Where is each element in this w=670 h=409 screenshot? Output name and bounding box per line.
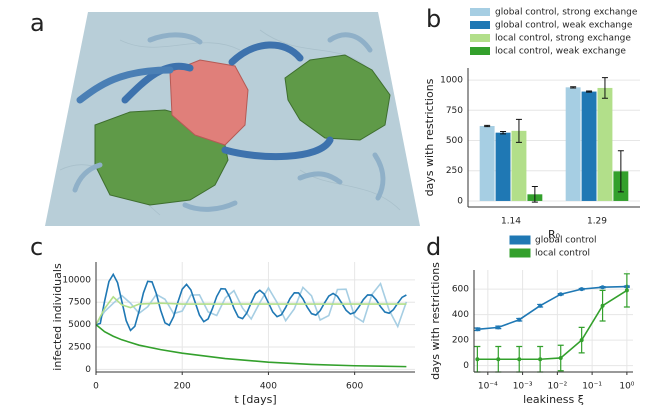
bar xyxy=(479,126,495,201)
bar xyxy=(597,87,613,201)
error-bar xyxy=(617,150,624,193)
point xyxy=(600,303,605,308)
legend-label: local control, weak exchange xyxy=(495,47,626,57)
x-tick-label: 0 xyxy=(93,382,99,392)
point xyxy=(475,357,480,362)
point xyxy=(517,317,522,322)
x-tick-label: 10⁻² xyxy=(547,382,567,392)
point xyxy=(624,288,629,293)
legend-label: global control xyxy=(535,236,597,246)
legend-swatch xyxy=(470,34,490,42)
point xyxy=(558,292,563,297)
y-tick-label: 0 xyxy=(457,196,463,206)
legend-swatch xyxy=(470,8,490,16)
bar xyxy=(581,91,597,201)
y-tick-label: 750 xyxy=(446,106,463,116)
x-tick-label: 1.14 xyxy=(501,217,521,227)
y-axis-label: days with restrictions xyxy=(429,262,442,380)
legend-swatch xyxy=(470,21,490,29)
line xyxy=(95,281,408,329)
point xyxy=(538,357,543,362)
line xyxy=(477,285,627,331)
y-tick-label: 500 xyxy=(446,136,463,146)
x-tick-label: 10⁰ xyxy=(619,382,634,392)
region-right xyxy=(284,54,391,141)
point xyxy=(579,338,584,343)
x-axis-label: R₀ xyxy=(548,228,561,241)
y-axis-label: days with restrictions xyxy=(423,78,436,196)
point xyxy=(496,357,501,362)
panel-label: b xyxy=(426,5,441,33)
y-tick-label: 10000 xyxy=(62,275,91,285)
error-bar xyxy=(500,130,507,135)
y-tick-label: 7500 xyxy=(68,298,91,308)
y-tick-label: 2500 xyxy=(68,342,91,352)
legend-label: global control, weak exchange xyxy=(495,21,633,31)
x-tick-label: 600 xyxy=(346,382,363,392)
y-tick-label: 5000 xyxy=(68,320,91,330)
panel-label: a xyxy=(30,9,45,37)
line xyxy=(95,272,407,332)
x-tick-label: 10⁻³ xyxy=(513,382,533,392)
point xyxy=(600,285,605,290)
y-axis-label: infected individuals xyxy=(51,263,64,371)
bar xyxy=(495,132,511,201)
faded-arrows xyxy=(72,32,386,212)
error-bar xyxy=(586,90,593,93)
x-tick-label: 10⁻⁴ xyxy=(478,382,498,392)
line xyxy=(95,295,407,325)
legend-swatch xyxy=(509,235,531,245)
y-tick-label: 200 xyxy=(452,336,469,346)
map-illustration: a xyxy=(30,9,420,226)
legend-label: local control xyxy=(535,249,590,259)
x-tick-label: 1.29 xyxy=(587,217,607,227)
line xyxy=(477,289,628,361)
y-tick-label: 0 xyxy=(85,365,91,375)
error-bar xyxy=(531,185,538,203)
arrows xyxy=(76,41,334,160)
point xyxy=(517,357,522,362)
legend-label: global control, strong exchange xyxy=(495,8,638,18)
y-tick-label: 250 xyxy=(446,166,463,176)
error-bar xyxy=(484,124,491,128)
legend-swatch xyxy=(509,248,531,258)
region-center xyxy=(169,59,249,146)
y-tick-label: 0 xyxy=(463,361,469,371)
y-tick-label: 600 xyxy=(452,285,469,295)
panel-label: c xyxy=(30,233,43,261)
error-bar xyxy=(570,86,577,89)
point xyxy=(538,303,543,308)
legend-swatch xyxy=(470,47,490,55)
error-bar xyxy=(601,77,608,99)
point xyxy=(579,287,584,292)
line xyxy=(95,323,407,368)
panel-label: d xyxy=(426,233,441,261)
y-tick-label: 400 xyxy=(452,310,469,320)
y-tick-label: 1000 xyxy=(440,76,463,86)
x-axis-label: t [days] xyxy=(234,393,276,406)
x-tick-label: 400 xyxy=(260,382,277,392)
x-tick-label: 200 xyxy=(174,382,191,392)
bar xyxy=(565,87,581,201)
point xyxy=(558,355,563,360)
error-bar xyxy=(515,118,522,143)
point xyxy=(496,325,501,330)
bar xyxy=(511,130,527,201)
x-axis-label: leakiness ξ xyxy=(523,393,584,406)
point xyxy=(475,327,480,332)
x-tick-label: 10⁻¹ xyxy=(582,382,602,392)
legend-label: local control, strong exchange xyxy=(495,34,631,44)
border-lines xyxy=(59,29,401,216)
